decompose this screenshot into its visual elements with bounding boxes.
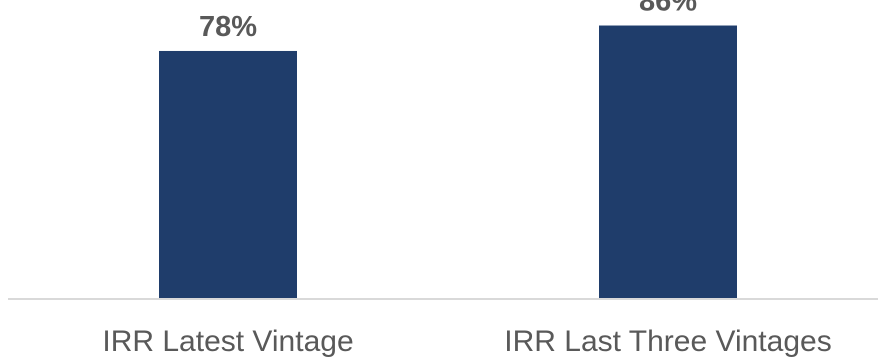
category-label-2: IRR Last Three Vintages <box>504 325 831 358</box>
bar-1 <box>159 50 297 300</box>
data-label-2: 86% <box>639 0 697 18</box>
labels-group: 78% IRR Latest Vintage 86% IRR Last Three V… <box>102 0 831 358</box>
bars-group <box>159 25 737 300</box>
data-label-1: 78% <box>199 11 257 43</box>
bar-2 <box>599 25 737 300</box>
category-label-1: IRR Latest Vintage <box>102 325 353 358</box>
